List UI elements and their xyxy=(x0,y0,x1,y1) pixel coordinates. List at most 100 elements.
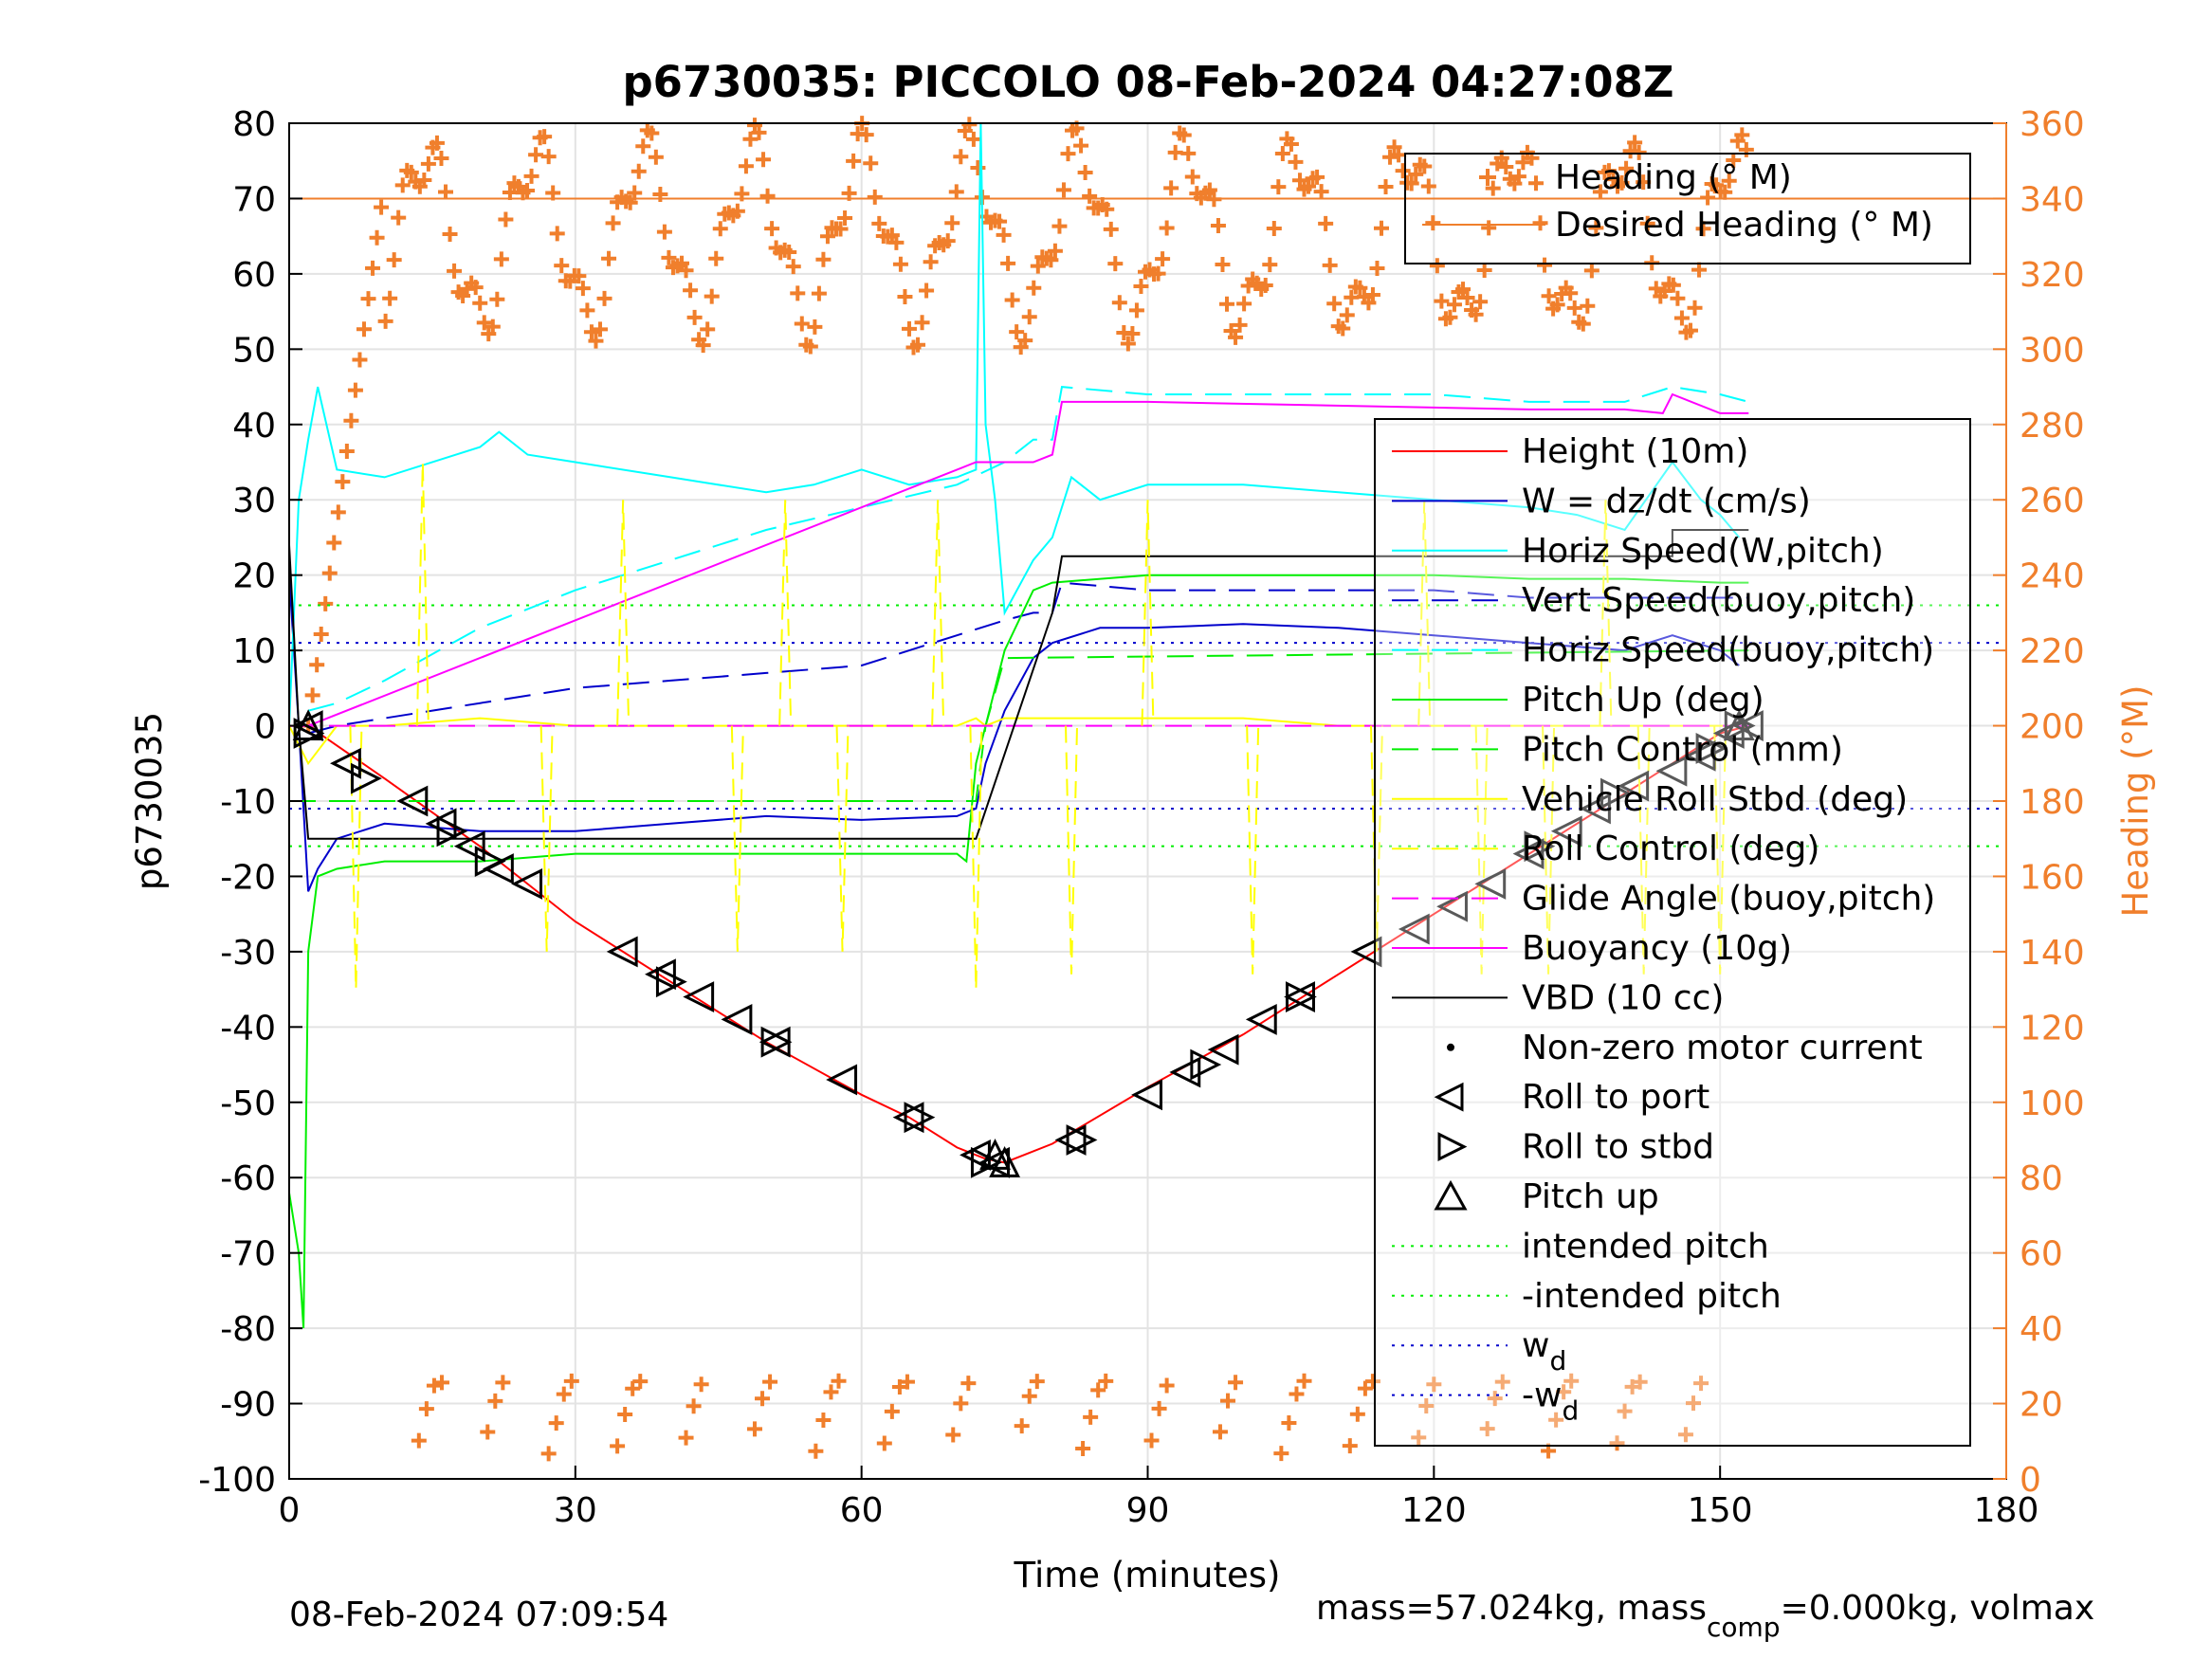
y-tick-label-right: 100 xyxy=(2020,1085,2085,1123)
heading-marker-low xyxy=(823,1384,839,1400)
heading-marker xyxy=(1455,282,1472,298)
heading-marker-low xyxy=(1677,1427,1693,1443)
heading-marker xyxy=(1631,144,1647,160)
heading-marker xyxy=(1386,139,1402,155)
heading-marker xyxy=(1695,221,1711,237)
heading-marker xyxy=(961,117,978,133)
heading-marker xyxy=(923,254,939,270)
y-tick-label-left: -40 xyxy=(220,1009,276,1048)
y-tick-label-left: 80 xyxy=(232,105,276,144)
roll-port-marker xyxy=(1618,770,1650,802)
y-tick-label-right: 60 xyxy=(2020,1235,2063,1274)
heading-marker xyxy=(1120,336,1136,352)
y-tick-label-left: 40 xyxy=(232,407,276,446)
roll-control-spike xyxy=(349,725,363,990)
y-tick-label-right: 180 xyxy=(2020,783,2085,822)
heading-marker xyxy=(1051,218,1068,234)
heading-marker xyxy=(1673,310,1690,326)
heading-marker-low xyxy=(1357,1380,1373,1396)
y-tick-label-right: 320 xyxy=(2020,256,2085,295)
ticks: 0 30 60 90 120 150 18080706050403020100-10-20-… xyxy=(198,105,2084,1530)
roll-control-spike xyxy=(835,725,850,952)
roll-control-spike xyxy=(1417,500,1432,726)
roll-port-marker xyxy=(330,747,361,779)
heading-marker xyxy=(583,324,599,340)
x-tick-label: 90 xyxy=(1126,1491,1170,1530)
heading-marker xyxy=(888,234,905,250)
heading-marker xyxy=(644,125,660,141)
heading-marker xyxy=(700,321,716,337)
heading-marker xyxy=(377,313,393,329)
heading-marker xyxy=(996,227,1012,243)
heading-marker xyxy=(1403,175,1419,191)
heading-marker-low xyxy=(1083,1409,1099,1425)
heading-marker xyxy=(1344,289,1360,305)
heading-marker xyxy=(438,184,454,200)
heading-marker xyxy=(520,182,536,198)
roll-port-marker xyxy=(1398,913,1430,945)
y-tick-label-right: 280 xyxy=(2020,407,2085,446)
roll-control-spike xyxy=(1369,725,1383,952)
roll-stbd-marker xyxy=(474,846,506,877)
heading-marker xyxy=(1472,294,1489,310)
heading-marker xyxy=(1111,295,1127,311)
legend-heading-frame xyxy=(1404,153,1971,264)
y-tick-label-right: 240 xyxy=(2020,557,2085,596)
heading-marker-low xyxy=(1098,1373,1114,1389)
legend-main-entries: Height (10m) W = dz/dt (cm/s) Horiz Speed(… xyxy=(1392,432,1935,1427)
roll-port-marker xyxy=(721,1003,753,1035)
legend-port-marker xyxy=(1434,1082,1464,1112)
heading-marker xyxy=(1639,215,1655,231)
x-tick-label: 150 xyxy=(1688,1491,1753,1530)
legend-main: Height (10m) W = dz/dt (cm/s) Horiz Speed(… xyxy=(1374,418,1971,1447)
heading-marker-low xyxy=(899,1374,915,1390)
heading-marker-low xyxy=(1342,1438,1358,1454)
heading-marker xyxy=(1128,302,1144,319)
heading-marker xyxy=(1580,298,1596,314)
heading-marker xyxy=(1374,220,1389,236)
heading-marker xyxy=(489,291,505,307)
heading-marker xyxy=(347,382,363,398)
heading-marker xyxy=(1133,278,1149,294)
heading-marker-low xyxy=(678,1430,694,1446)
y-tick-label-left: -60 xyxy=(220,1159,276,1198)
legend-label: Pitch Control (mm) xyxy=(1522,730,1843,769)
roll-port-marker xyxy=(606,936,638,968)
heading-marker xyxy=(1352,280,1368,296)
roll-control-spike xyxy=(1065,725,1079,975)
roll-control-spike xyxy=(778,500,793,726)
heading-marker xyxy=(1215,256,1231,272)
heading-marker xyxy=(1271,179,1287,195)
heading-marker-low xyxy=(411,1432,427,1449)
heading-marker xyxy=(1446,297,1462,313)
roll-stbd-marker xyxy=(350,762,382,794)
x-tick-label: 0 xyxy=(279,1491,301,1530)
roll-control-spike xyxy=(1474,725,1489,975)
y-tick-label-left: -70 xyxy=(220,1235,276,1274)
heading-marker xyxy=(1648,281,1664,297)
heading-marker xyxy=(365,260,381,276)
footer-mass-sub: comp xyxy=(1707,1612,1781,1643)
heading-marker xyxy=(420,155,436,172)
legend-heading-label: Heading (° M) xyxy=(1555,158,1792,197)
y-axis-label-left: p6730035 xyxy=(129,712,170,890)
heading-marker-low xyxy=(1686,1395,1701,1412)
legend-label: Roll to port xyxy=(1522,1078,1709,1117)
heading-marker xyxy=(374,199,390,215)
heading-marker-low xyxy=(625,1380,641,1396)
heading-marker xyxy=(343,412,359,428)
heading-marker xyxy=(1734,127,1750,143)
heading-marker xyxy=(1339,307,1355,323)
heading-marker xyxy=(523,168,539,184)
heading-marker xyxy=(785,259,801,275)
heading-marker xyxy=(1159,220,1175,236)
heading-marker xyxy=(1176,127,1192,143)
heading-marker xyxy=(863,155,879,172)
heading-marker xyxy=(321,565,338,581)
y-tick-label-right: 120 xyxy=(2020,1009,2085,1048)
heading-marker xyxy=(1043,252,1059,268)
roll-control-spike xyxy=(539,725,554,952)
heading-marker xyxy=(1717,184,1733,200)
heading-marker xyxy=(1476,262,1492,278)
heading-marker xyxy=(965,131,981,147)
